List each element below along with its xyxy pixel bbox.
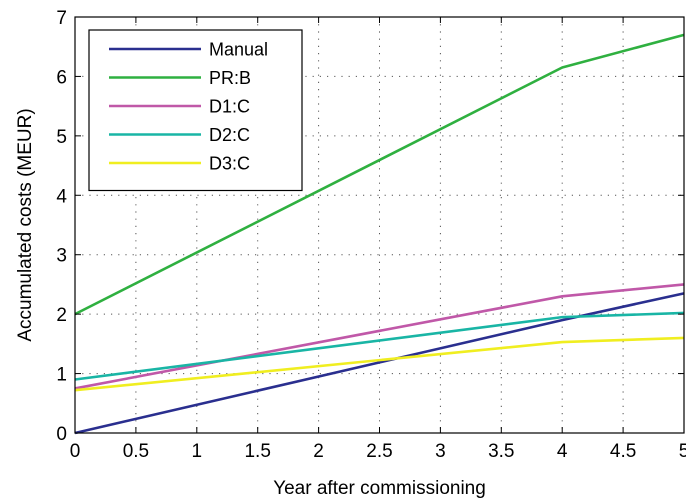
y-tick-label: 2: [56, 305, 67, 326]
series-lines: [74, 33, 685, 435]
x-tick-label: 4.5: [610, 441, 636, 462]
x-tick-label: 4: [557, 441, 568, 462]
legend-label: D1:C: [209, 97, 250, 117]
series-line: [74, 292, 685, 435]
legend-box: [88, 29, 303, 192]
y-axis-title: Accumulated costs (MEUR): [15, 108, 36, 341]
x-tick-label: 5: [679, 441, 686, 462]
x-tick-label: 2: [313, 441, 324, 462]
x-axis-title: Year after commissioning: [273, 478, 486, 499]
x-tick-label: 3: [435, 441, 446, 462]
y-tick-label: 3: [56, 246, 67, 267]
axis-ticks: 0 0.5 1 1.5 2 2.5 3 3.5 4 4.5 5 0 1 2 3 4 5 6 7: [56, 8, 686, 462]
legend: Manual PR:B D1:C D2:C D3:C: [88, 29, 303, 192]
x-tick-label: 0.5: [123, 441, 149, 462]
legend-label: Manual: [209, 40, 268, 60]
series-line: [74, 283, 685, 390]
y-tick-label: 5: [56, 127, 67, 148]
series-line: [74, 311, 685, 381]
legend-label: D3:C: [209, 154, 250, 174]
legend-label: PR:B: [209, 68, 251, 88]
x-tick-label: 3.5: [488, 441, 514, 462]
y-tick-label: 4: [56, 186, 67, 207]
x-tick-label: 1: [192, 441, 203, 462]
series-line: [74, 33, 685, 316]
y-tick-label: 6: [56, 67, 67, 88]
y-tick-label: 7: [56, 8, 67, 29]
series-line: [74, 336, 685, 392]
legend-label: D2:C: [209, 125, 250, 145]
x-tick-label: 0: [70, 441, 81, 462]
y-tick-label: 1: [56, 365, 67, 386]
x-tick-label: 1.5: [244, 441, 270, 462]
y-tick-label: 0: [56, 424, 67, 445]
x-tick-label: 2.5: [366, 441, 392, 462]
